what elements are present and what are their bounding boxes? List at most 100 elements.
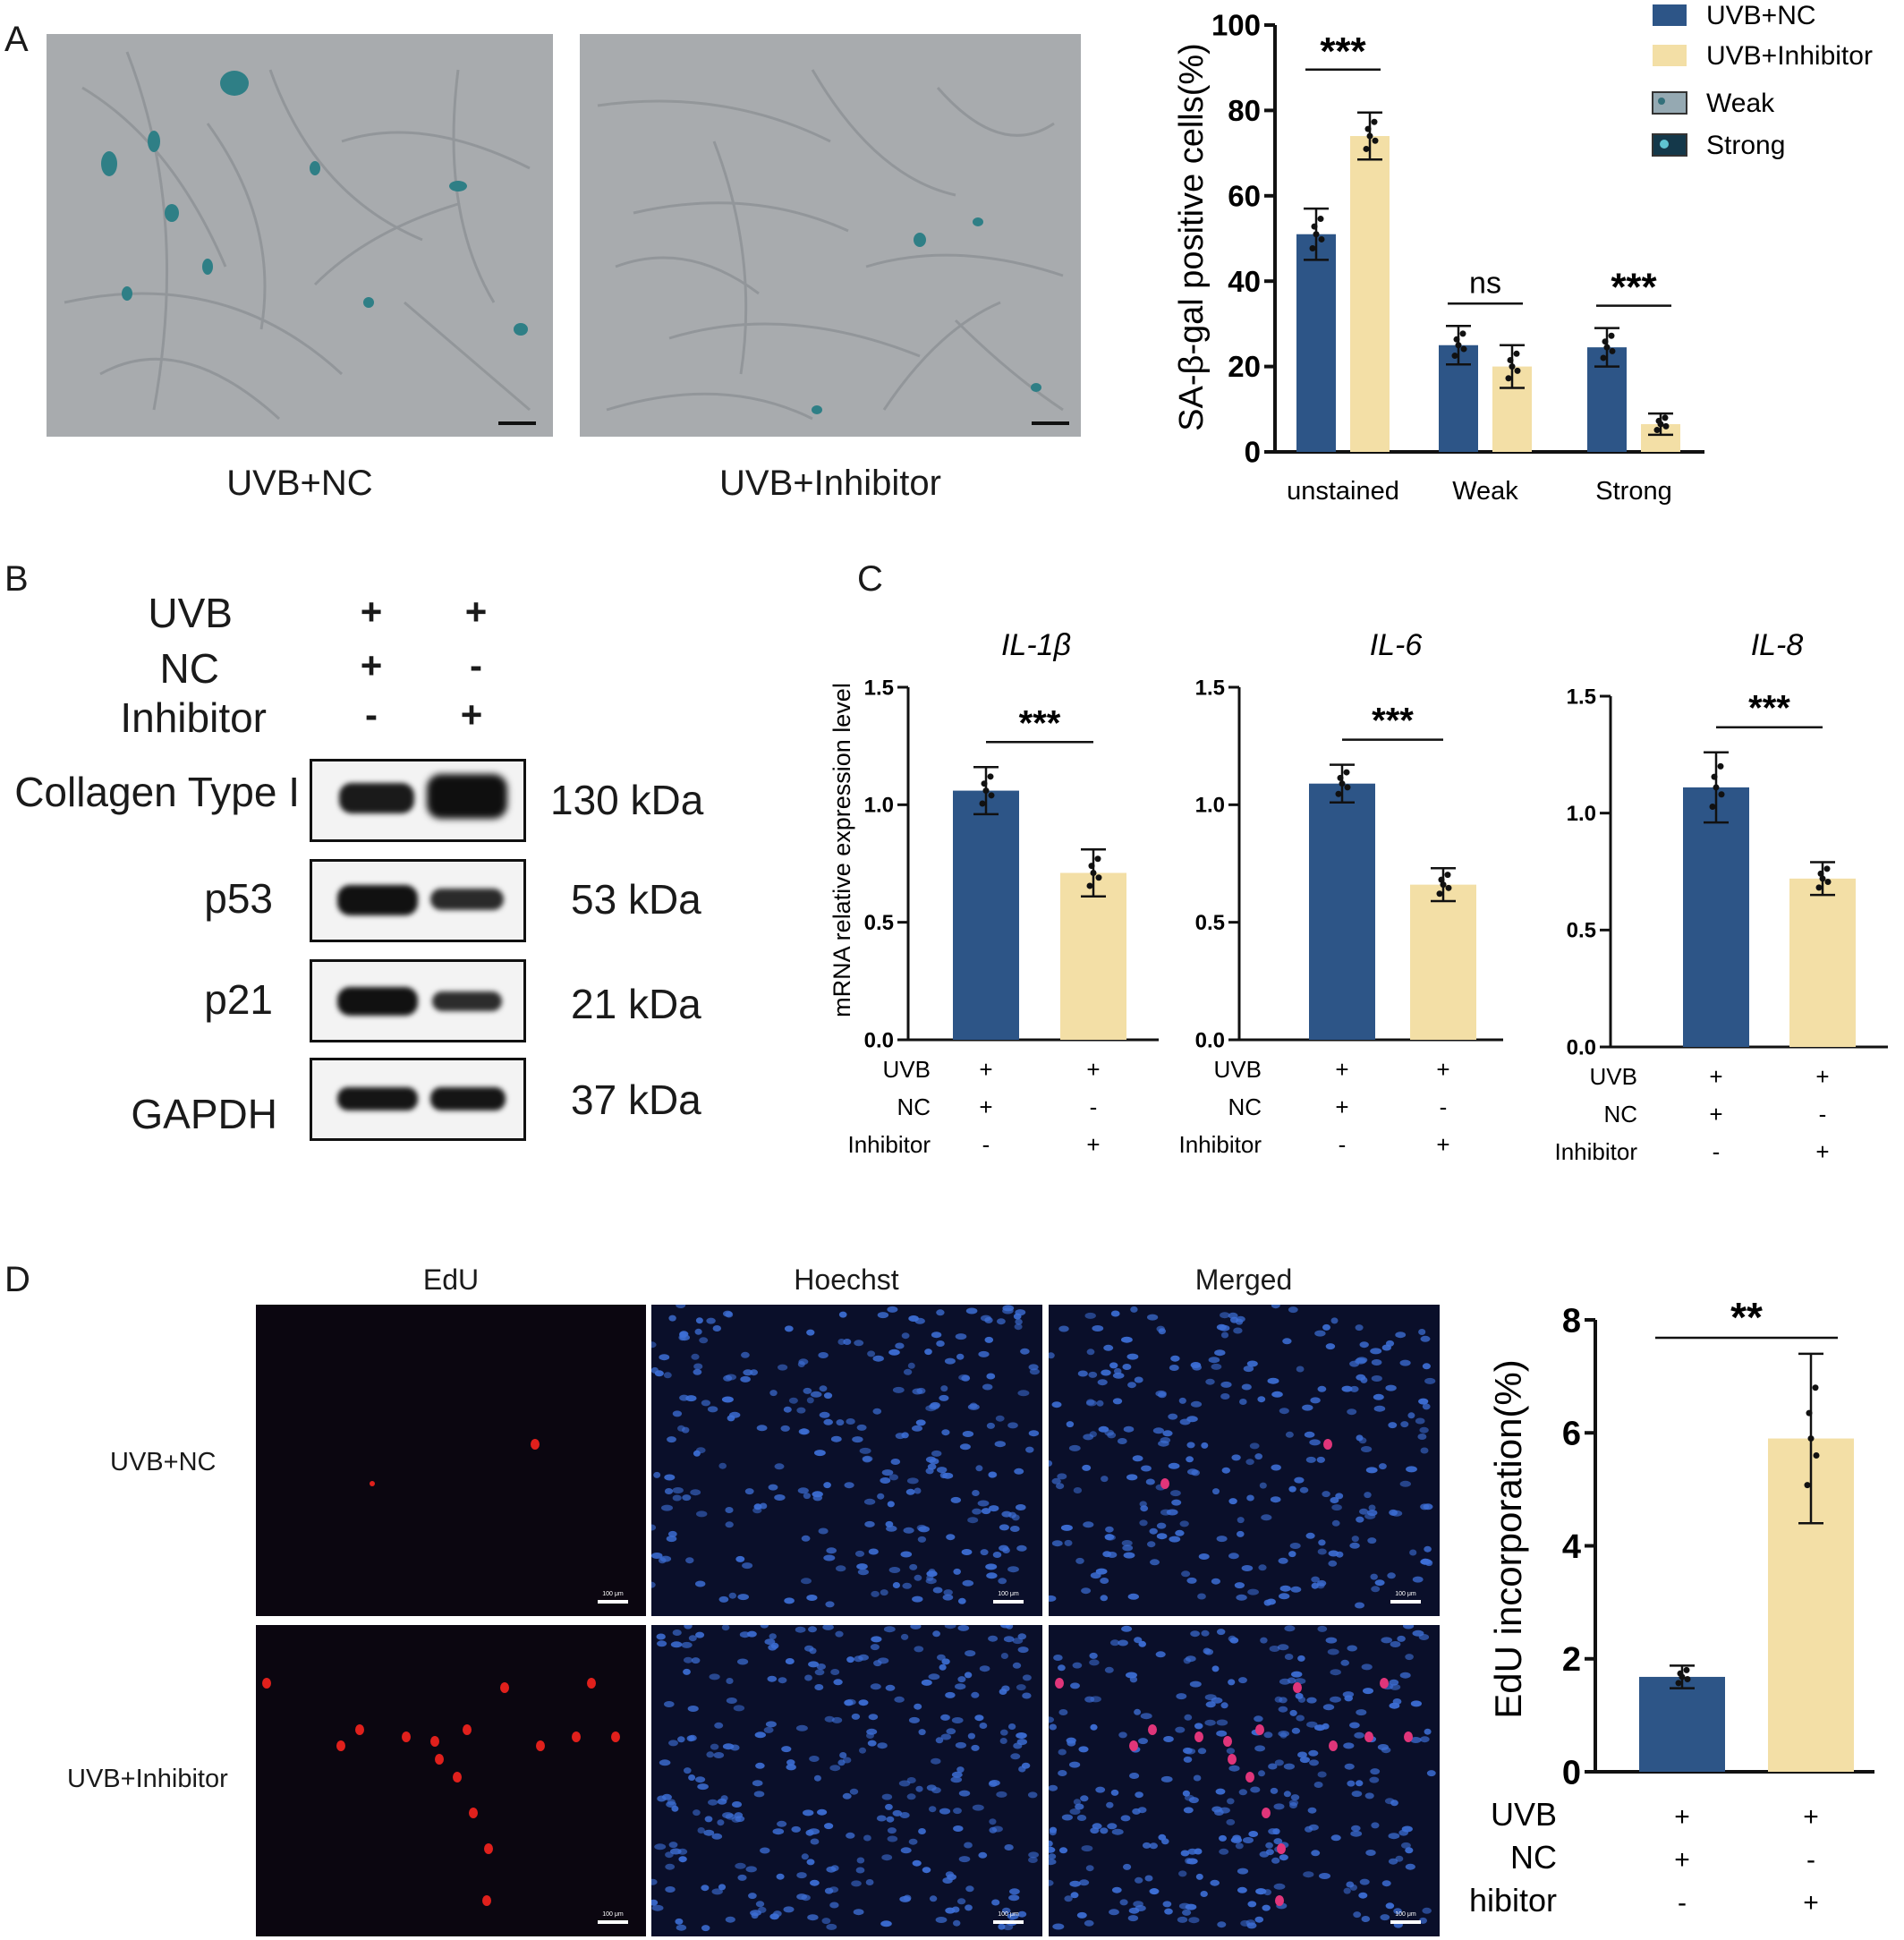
nucleus — [1303, 1871, 1314, 1878]
nucleus — [1377, 1744, 1389, 1750]
nucleus — [1135, 1791, 1143, 1799]
edu-positive-nucleus — [1364, 1732, 1373, 1742]
nucleus — [1182, 1790, 1190, 1797]
nucleus — [1308, 1749, 1319, 1757]
nucleus — [1016, 1504, 1026, 1510]
nucleus — [941, 1658, 950, 1665]
nucleus — [1049, 1784, 1058, 1791]
nucleus — [1254, 1453, 1262, 1460]
image-hoechst-uvb-inhibitor: 100 μm — [651, 1625, 1042, 1936]
il-6-uvb-nc-data-point — [1337, 774, 1344, 781]
nucleus — [1410, 1700, 1422, 1707]
nucleus — [901, 1332, 910, 1340]
nucleus — [1027, 1791, 1038, 1799]
nucleus — [999, 1544, 1009, 1552]
nucleus — [892, 1582, 900, 1588]
nucleus — [651, 1553, 663, 1559]
nucleus — [1254, 1916, 1264, 1923]
il-1b-uvb-nc-data-point — [988, 792, 995, 799]
nucleus — [1058, 1709, 1068, 1715]
nucleus — [1016, 1544, 1027, 1552]
nucleus — [887, 1501, 895, 1508]
nucleus — [868, 1714, 879, 1721]
nucleus — [1381, 1344, 1391, 1351]
sa-beta-gal-ylabel: SA-β-gal positive cells(%) — [1173, 43, 1211, 431]
nucleus — [667, 1530, 677, 1537]
nucleus — [1248, 1831, 1259, 1837]
nucleus — [1231, 1454, 1241, 1461]
il-8-condition-label: UVB — [1590, 1063, 1637, 1090]
nucleus — [972, 1804, 984, 1811]
nucleus — [903, 1527, 914, 1534]
nucleus — [697, 1827, 705, 1834]
nucleus — [1268, 1828, 1278, 1835]
nucleus — [1105, 1526, 1114, 1533]
nucleus — [1088, 1371, 1098, 1378]
wb-kda-collagen: 130 kDa — [550, 777, 704, 823]
nucleus — [852, 1436, 863, 1443]
nucleus — [942, 1594, 954, 1601]
nucleus — [1423, 1503, 1433, 1510]
nucleus — [1240, 1919, 1251, 1927]
nucleus — [1319, 1873, 1330, 1879]
nucleus — [759, 1502, 768, 1510]
edu-positive-nucleus — [1293, 1682, 1302, 1693]
nucleus — [666, 1536, 677, 1543]
nucleus — [1049, 1840, 1053, 1847]
nucleus — [1410, 1737, 1422, 1743]
nucleus — [1265, 1842, 1273, 1849]
nucleus — [999, 1738, 1007, 1744]
scale-bar-label: 100 μm — [602, 1591, 624, 1597]
nucleus — [1051, 1540, 1063, 1547]
nucleus — [881, 1854, 893, 1861]
nucleus — [1279, 1678, 1291, 1685]
nucleus — [1403, 1625, 1415, 1629]
nucleus — [1255, 1888, 1267, 1895]
nucleus — [1140, 1505, 1149, 1512]
nucleus — [663, 1372, 672, 1379]
nucleus — [1100, 1595, 1109, 1602]
nucleus — [1422, 1907, 1432, 1914]
edu-condition-label: NC — [1510, 1839, 1557, 1876]
nucleus — [941, 1429, 950, 1436]
nucleus — [679, 1331, 689, 1338]
nucleus — [1152, 1427, 1164, 1434]
nucleus — [778, 1677, 787, 1684]
nucleus — [1420, 1736, 1430, 1743]
nucleus — [722, 1743, 735, 1750]
nucleus — [1237, 1886, 1247, 1893]
nucleus — [1374, 1579, 1385, 1587]
nucleus — [1122, 1364, 1132, 1370]
nucleus — [965, 1307, 978, 1315]
mrna-ylabel: mRNA relative expression level — [829, 683, 855, 1017]
edu-positive-nucleus — [500, 1682, 509, 1693]
nucleus — [1405, 1654, 1414, 1661]
nucleus — [774, 1494, 786, 1501]
il-1b-title: IL-1β — [1001, 628, 1071, 662]
edu-uvb-nc-data-point — [1675, 1680, 1682, 1687]
nucleus — [1076, 1911, 1087, 1919]
edu-ytick-label: 0 — [1562, 1754, 1581, 1791]
edu-positive-nucleus — [482, 1895, 491, 1906]
micrograph-uvb-inhibitor — [580, 34, 1081, 437]
edu-positive-nucleus — [355, 1724, 364, 1735]
nucleus — [1132, 1455, 1143, 1462]
edu-uvb-inhibitor-data-point — [1806, 1409, 1813, 1417]
nucleus — [1149, 1527, 1158, 1535]
wb-inhibitor-lane2: + — [460, 693, 483, 736]
nucleus — [701, 1885, 710, 1892]
nucleus — [909, 1563, 918, 1570]
nucleus — [888, 1349, 900, 1356]
nucleus — [1178, 1870, 1187, 1877]
il-1b-uvb-inhibitor-data-point — [1086, 882, 1093, 889]
nucleus — [885, 1684, 896, 1691]
nucleus — [672, 1487, 684, 1493]
wb-band-p21-lane1 — [337, 987, 418, 1016]
nucleus — [1274, 1759, 1284, 1766]
sa-beta-gal-uvb-nc-data-point — [1602, 338, 1609, 345]
il-6-ytick-label: 0.5 — [1195, 911, 1225, 935]
nucleus — [1371, 1586, 1381, 1593]
il-6-uvb-inhibitor-data-point — [1440, 881, 1447, 889]
nucleus — [1138, 1738, 1148, 1745]
nucleus — [718, 1595, 729, 1603]
